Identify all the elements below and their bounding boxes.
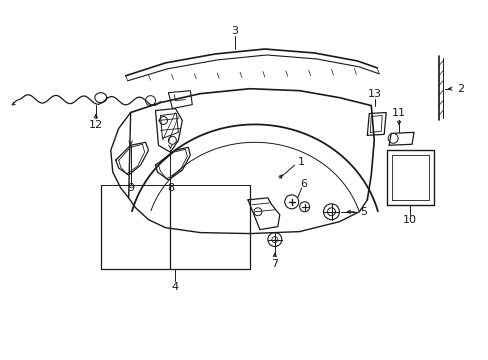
- Text: 1: 1: [298, 157, 305, 167]
- Text: 8: 8: [166, 183, 174, 193]
- Text: 2: 2: [456, 84, 464, 94]
- Text: 10: 10: [402, 215, 416, 225]
- Text: 5: 5: [359, 207, 366, 217]
- Text: 12: 12: [89, 121, 102, 130]
- Text: 11: 11: [391, 108, 406, 117]
- Text: 9: 9: [127, 183, 134, 193]
- Text: 7: 7: [271, 259, 278, 269]
- Text: 6: 6: [300, 179, 306, 189]
- Text: 13: 13: [367, 89, 382, 99]
- Text: 4: 4: [171, 282, 179, 292]
- Text: 3: 3: [231, 26, 238, 36]
